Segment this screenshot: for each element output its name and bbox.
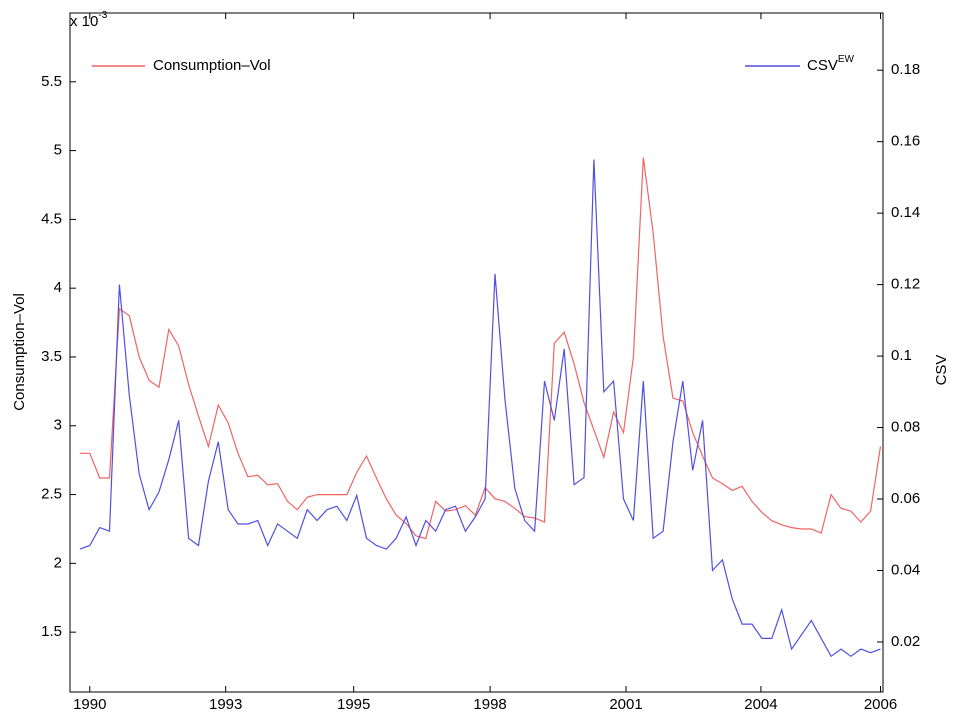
x-tick-label: 1995 [337,696,370,713]
y-tick-label: 5.5 [41,73,62,90]
plot-frame [69,12,884,693]
series-line [79,157,882,540]
x-tick-label: 1990 [73,696,106,713]
y-tick-label: 2 [54,554,62,571]
y-tick-label: 3 [54,417,62,434]
y-tick-label: 1.5 [41,623,62,640]
y-tick-label: 4 [54,279,62,296]
y-multiplier-exponent: -3 [98,10,107,21]
legend-label-superscript: EW [838,54,855,65]
y-multiplier-base: x 10 [70,13,98,30]
y2-axis-label: CSV [933,355,950,386]
series-line [79,159,881,658]
y-axis-label: Consumption–Vol [11,293,28,411]
y2-tick-label: 0.02 [891,633,920,650]
y2-tick-label: 0.18 [891,61,920,78]
y2-tick-label: 0.1 [891,347,912,364]
x-tick-label: 1998 [473,696,506,713]
y2-tick-label: 0.04 [891,561,920,578]
y2-tick-label: 0.14 [891,204,920,221]
legend-label-name: CSV [807,57,838,74]
y-tick-label: 3.5 [41,348,62,365]
legend-label: Consumption–Vol [153,57,271,74]
legend-label: CSVEW [807,54,855,74]
y-tick-label: 5 [54,142,62,159]
x-tick-label: 2001 [609,696,642,713]
y2-tick-label: 0.16 [891,133,920,150]
y-tick-label: 2.5 [41,486,62,503]
y2-tick-label: 0.06 [891,490,920,507]
y2-tick-label: 0.12 [891,276,920,293]
x-tick-label: 1993 [209,696,242,713]
x-tick-label: 2006 [864,696,897,713]
y2-tick-label: 0.08 [891,419,920,436]
y-tick-label: 4.5 [41,210,62,227]
y-multiplier: x 10-3 [70,10,108,30]
x-tick-label: 2004 [744,696,777,713]
